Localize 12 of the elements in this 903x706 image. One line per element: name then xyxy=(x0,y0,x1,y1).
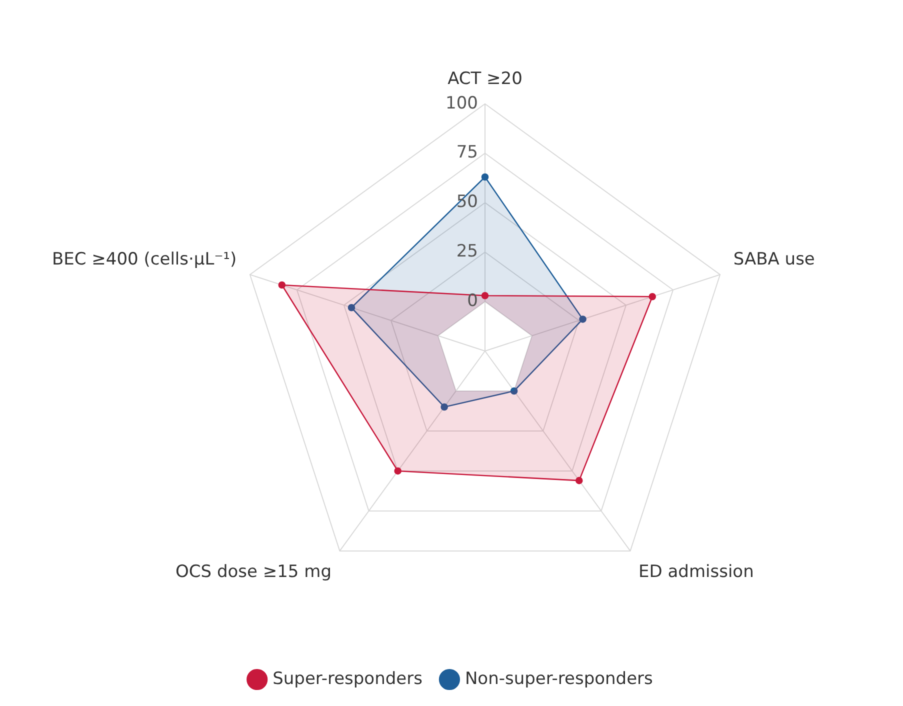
spoke-label: SABA use xyxy=(733,250,815,270)
spoke-label: BEC ≥400 (cells·µL⁻¹) xyxy=(52,250,237,270)
spoke-label: ACT ≥20 xyxy=(448,69,522,90)
y-tick-label: 0 xyxy=(467,290,478,311)
y-tick-label: 100 xyxy=(446,93,478,114)
y-tick-label: 50 xyxy=(456,192,478,212)
legend-label: Super-responders xyxy=(272,668,423,689)
legend-label: Non-super-responders xyxy=(464,668,654,689)
spoke-label: OCS dose ≥15 mg xyxy=(175,562,332,582)
spoke-label: ED admission xyxy=(638,562,754,582)
y-tick-label: 25 xyxy=(456,242,478,262)
y-tick-label: 75 xyxy=(456,142,478,163)
